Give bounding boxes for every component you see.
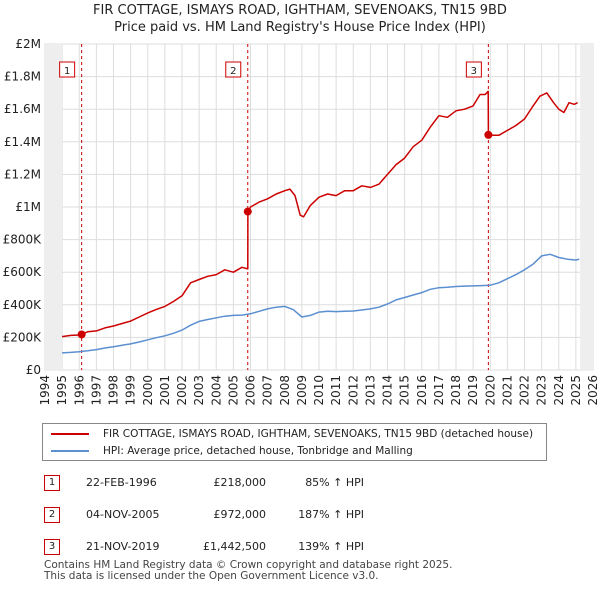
sale-point bbox=[77, 330, 86, 339]
legend-label-hpi: HPI: Average price, detached house, Tonb… bbox=[103, 445, 413, 457]
x-tick-label: 2026 bbox=[586, 375, 600, 406]
y-tick-label: £2M bbox=[15, 37, 41, 51]
sale-date: 22-FEB-1996 bbox=[86, 476, 157, 489]
y-tick-label: £1.6M bbox=[4, 102, 41, 116]
x-tick-label: 1995 bbox=[55, 375, 69, 406]
chart-area: 1 2 3 £0 £200K £400K £600K £800K £1M £1.2M £1.4M £… bbox=[3, 37, 600, 406]
sale-date: 04-NOV-2005 bbox=[86, 508, 160, 521]
x-tick-label: 2009 bbox=[295, 375, 309, 406]
y-tick-label: £1.4M bbox=[4, 135, 41, 149]
legend-label-property: FIR COTTAGE, ISMAYS ROAD, IGHTHAM, SEVEN… bbox=[103, 428, 534, 440]
post-data-shade bbox=[580, 44, 593, 370]
x-tick-label: 2011 bbox=[329, 375, 343, 406]
x-tick-label: 2006 bbox=[244, 375, 258, 406]
x-tick-label: 2014 bbox=[381, 375, 395, 406]
y-tick-label: £1M bbox=[15, 200, 41, 214]
sale-marker-box bbox=[465, 61, 482, 78]
sale-hpi-change: 187% ↑ HPI bbox=[298, 508, 364, 521]
x-tick-label: 2022 bbox=[518, 375, 532, 406]
chart-title: FIR COTTAGE, ISMAYS ROAD, IGHTHAM, SEVEN… bbox=[93, 3, 507, 18]
sale-price: £972,000 bbox=[213, 508, 267, 521]
sale-marker-label: 3 bbox=[471, 66, 477, 77]
y-tick-label: £600K bbox=[3, 265, 43, 279]
x-tick-label: 2005 bbox=[226, 375, 240, 406]
footer-license: This data is licensed under the Open Gov… bbox=[44, 570, 379, 582]
sale-marker-label: 2 bbox=[230, 66, 236, 77]
x-tick-label: 2008 bbox=[278, 375, 292, 406]
sale-hpi-change: 139% ↑ HPI bbox=[298, 540, 364, 553]
footer-copyright: Contains HM Land Registry data © Crown c… bbox=[44, 559, 453, 571]
sale-marker-label: 1 bbox=[64, 66, 70, 77]
x-tick-label: 2017 bbox=[432, 375, 446, 406]
sale-price: £1,442,500 bbox=[203, 540, 266, 553]
x-tick-label: 2018 bbox=[449, 375, 463, 406]
sale-row: 1 22-FEB-1996 £218,000 85% ↑ HPI bbox=[44, 472, 564, 494]
sale-row: 2 04-NOV-2005 £972,000 187% ↑ HPI bbox=[44, 504, 564, 526]
y-tick-label: £200K bbox=[3, 330, 43, 344]
property-price-line bbox=[61, 90, 578, 338]
y-tick-label: £0 bbox=[26, 363, 41, 377]
sale-hpi-change: 85% ↑ HPI bbox=[305, 476, 364, 489]
x-tick-label: 2015 bbox=[398, 375, 412, 406]
sale-point bbox=[243, 207, 252, 216]
pre-data-shade bbox=[45, 44, 63, 370]
sale-number-badge: 2 bbox=[44, 507, 60, 523]
x-tick-label: 1997 bbox=[89, 375, 103, 406]
sale-number-badge: 3 bbox=[44, 539, 60, 555]
x-tick-label: 2016 bbox=[415, 375, 429, 406]
sale-price: £218,000 bbox=[213, 476, 267, 489]
x-tick-label: 2004 bbox=[209, 375, 223, 406]
sale-row: 3 21-NOV-2019 £1,442,500 139% ↑ HPI bbox=[44, 536, 564, 558]
x-tick-label: 2012 bbox=[346, 375, 360, 406]
x-tick-label: 2001 bbox=[158, 375, 172, 406]
y-tick-label: £1.8M bbox=[4, 70, 41, 84]
legend-item-property: FIR COTTAGE, ISMAYS ROAD, IGHTHAM, SEVEN… bbox=[51, 426, 533, 442]
x-tick-label: 2025 bbox=[569, 375, 583, 406]
y-tick-label: £800K bbox=[3, 233, 43, 247]
x-tick-label: 2007 bbox=[261, 375, 275, 406]
x-tick-label: 2023 bbox=[535, 375, 549, 406]
sale-point bbox=[484, 130, 493, 139]
sale-marker-box bbox=[59, 61, 76, 78]
sale-date: 21-NOV-2019 bbox=[86, 540, 160, 553]
y-tick-label: £1.2M bbox=[4, 167, 41, 181]
hpi-line bbox=[62, 253, 580, 354]
x-tick-label: 1996 bbox=[72, 375, 86, 406]
legend-swatch-property bbox=[51, 433, 89, 435]
footer-notice: Contains HM Land Registry data © Crown c… bbox=[44, 560, 452, 582]
x-tick-label: 2010 bbox=[312, 375, 326, 406]
x-tick-label: 2000 bbox=[141, 375, 155, 406]
legend: FIR COTTAGE, ISMAYS ROAD, IGHTHAM, SEVEN… bbox=[42, 423, 547, 461]
x-tick-label: 2024 bbox=[552, 375, 566, 406]
chart-subtitle: Price paid vs. HM Land Registry's House … bbox=[114, 20, 486, 35]
legend-item-hpi: HPI: Average price, detached house, Tonb… bbox=[51, 443, 413, 459]
x-tick-label: 2003 bbox=[192, 375, 206, 406]
x-tick-label: 2019 bbox=[466, 375, 480, 406]
sale-marker-box bbox=[225, 61, 242, 78]
sale-number-badge: 1 bbox=[44, 475, 60, 491]
x-tick-label: 1999 bbox=[124, 375, 138, 406]
x-tick-label: 2002 bbox=[175, 375, 189, 406]
x-tick-label: 1998 bbox=[107, 375, 121, 406]
x-tick-label: 1994 bbox=[38, 375, 52, 406]
y-tick-label: £400K bbox=[3, 298, 43, 312]
x-tick-label: 2020 bbox=[483, 375, 497, 406]
x-tick-label: 2021 bbox=[500, 375, 514, 406]
legend-swatch-hpi bbox=[51, 450, 89, 452]
x-tick-label: 2013 bbox=[363, 375, 377, 406]
